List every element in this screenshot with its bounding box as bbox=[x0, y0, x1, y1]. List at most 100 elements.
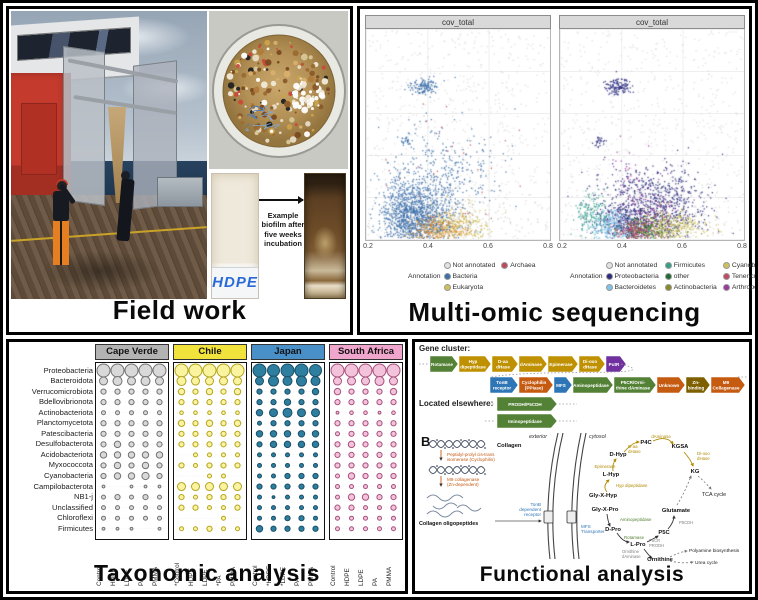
plastic-particle bbox=[252, 49, 257, 54]
taxa-bubble bbox=[234, 504, 241, 511]
m9-enzyme-label: M9 collagenase bbox=[447, 477, 480, 482]
taxa-bubble bbox=[312, 483, 319, 490]
plastic-particle bbox=[321, 78, 329, 85]
taxa-bubble bbox=[390, 451, 397, 459]
taxa-bubble bbox=[362, 472, 369, 480]
legend-dot-icon bbox=[605, 262, 613, 269]
taxa-bubble bbox=[348, 504, 355, 511]
taxa-bubble bbox=[377, 484, 382, 490]
gene-label: Di-oxo bbox=[583, 359, 597, 364]
plastic-particle bbox=[289, 133, 293, 137]
panel-title-multiomic: Multi-omic sequencing bbox=[408, 297, 701, 327]
taxa-bubble bbox=[363, 515, 368, 521]
taxa-bubble bbox=[207, 505, 212, 511]
gene-arrow-daminase bbox=[518, 355, 548, 373]
taxa-bubble bbox=[270, 525, 277, 532]
taxa-bubble bbox=[233, 419, 242, 427]
taxa-bubble bbox=[143, 484, 148, 489]
plastic-particle bbox=[282, 93, 286, 97]
gene-arrow-d-aa-dhase bbox=[491, 355, 519, 373]
gene-label: Hyp bbox=[469, 359, 478, 364]
bubble-grid bbox=[174, 363, 245, 532]
taxa-bubble bbox=[347, 472, 356, 480]
taxa-bubble bbox=[157, 410, 162, 416]
legend-item: other bbox=[664, 272, 717, 281]
white-fragment bbox=[306, 99, 309, 102]
plastic-particle bbox=[260, 101, 262, 104]
taxa-bubble bbox=[299, 452, 304, 458]
taxa-bubble bbox=[257, 462, 262, 468]
dashed-links bbox=[669, 475, 712, 565]
cytosol-label: cytosol bbox=[589, 434, 607, 440]
taxa-bubble bbox=[312, 399, 319, 406]
taxa-bubble bbox=[271, 473, 276, 479]
plastic-particle bbox=[318, 104, 324, 110]
taxa-bubble bbox=[284, 525, 291, 532]
taxa-bubble bbox=[334, 504, 341, 511]
taxa-bubble bbox=[140, 376, 151, 387]
white-fragment bbox=[309, 97, 315, 103]
urea-cycle-label: Urea cycle bbox=[695, 560, 718, 566]
enzyme-prodh: PRODH bbox=[649, 543, 664, 548]
taxa-bubble bbox=[361, 376, 370, 386]
plastic-particle bbox=[282, 78, 288, 84]
metabolite-glutamate: Glutamate bbox=[662, 508, 691, 514]
gene-label: D-aa bbox=[498, 359, 508, 364]
taxa-bubble bbox=[284, 515, 291, 522]
taxa-bubble bbox=[129, 505, 134, 511]
plastic-particle bbox=[236, 86, 241, 91]
legend-item-label: Cyanobacteria bbox=[731, 262, 756, 269]
taxa-bubble bbox=[115, 410, 120, 416]
white-fragment bbox=[300, 80, 303, 83]
white-fragment bbox=[292, 103, 299, 109]
plastic-particle bbox=[278, 131, 282, 135]
taxa-bubble bbox=[349, 484, 354, 490]
hull-detail bbox=[21, 103, 57, 175]
taxa-bubble bbox=[206, 441, 213, 448]
taxa-bubble bbox=[284, 420, 291, 427]
plastic-particle bbox=[257, 48, 264, 55]
legend-item: Actinobacteria bbox=[664, 283, 717, 292]
taxa-bubble bbox=[374, 376, 385, 387]
blue-fiber bbox=[261, 105, 270, 114]
taxa-bubble bbox=[297, 440, 306, 449]
taxa-bubble bbox=[298, 399, 305, 406]
plastic-particle bbox=[254, 131, 259, 136]
plastic-particle bbox=[283, 70, 291, 78]
plastic-particle bbox=[294, 111, 297, 114]
taxa-bubble bbox=[113, 440, 122, 449]
metabolite-l-pro: L-Pro bbox=[630, 542, 646, 548]
plastic-particle bbox=[309, 70, 315, 77]
white-fragment bbox=[300, 101, 305, 106]
taxa-bubble bbox=[386, 363, 401, 378]
plastic-particle bbox=[252, 71, 256, 75]
plastic-particle bbox=[249, 88, 255, 93]
scatter-plot-left bbox=[365, 29, 551, 241]
gene-label: TonB bbox=[496, 380, 508, 385]
taxa-bubble bbox=[252, 363, 267, 378]
panel-multiomic: cov_total cov_total 0.2 0.4 0.6 0.8 0.2 … bbox=[357, 6, 755, 335]
taxa-row-label: Patescibacteria bbox=[41, 428, 93, 438]
taxa-row-label: Verrucomicrobiota bbox=[31, 386, 93, 396]
taxa-bubble bbox=[127, 376, 136, 386]
taxa-bubble bbox=[362, 399, 369, 406]
taxa-bubble bbox=[282, 376, 293, 387]
taxa-bubble bbox=[205, 376, 214, 386]
plastic-particle bbox=[314, 99, 319, 105]
plastic-particle bbox=[260, 81, 268, 89]
plastic-particle bbox=[226, 73, 234, 80]
tonb-label: receptor bbox=[524, 512, 541, 517]
x-tick: 0.8 bbox=[737, 243, 747, 250]
taxa-bubble bbox=[179, 410, 184, 416]
research-vessel-photo bbox=[11, 11, 207, 299]
taxa-bubble bbox=[129, 526, 134, 531]
taxa-bubble bbox=[312, 420, 319, 427]
taxa-bubble bbox=[176, 376, 187, 387]
researcher-1-torso bbox=[53, 191, 69, 221]
taxa-bubble bbox=[192, 399, 199, 406]
legend-item-label: Not annotated bbox=[614, 262, 658, 269]
white-fragment bbox=[300, 81, 307, 87]
metabolite-p4c: P4C bbox=[640, 440, 652, 446]
taxa-bubble bbox=[101, 410, 106, 416]
taxa-bubble bbox=[192, 441, 199, 448]
